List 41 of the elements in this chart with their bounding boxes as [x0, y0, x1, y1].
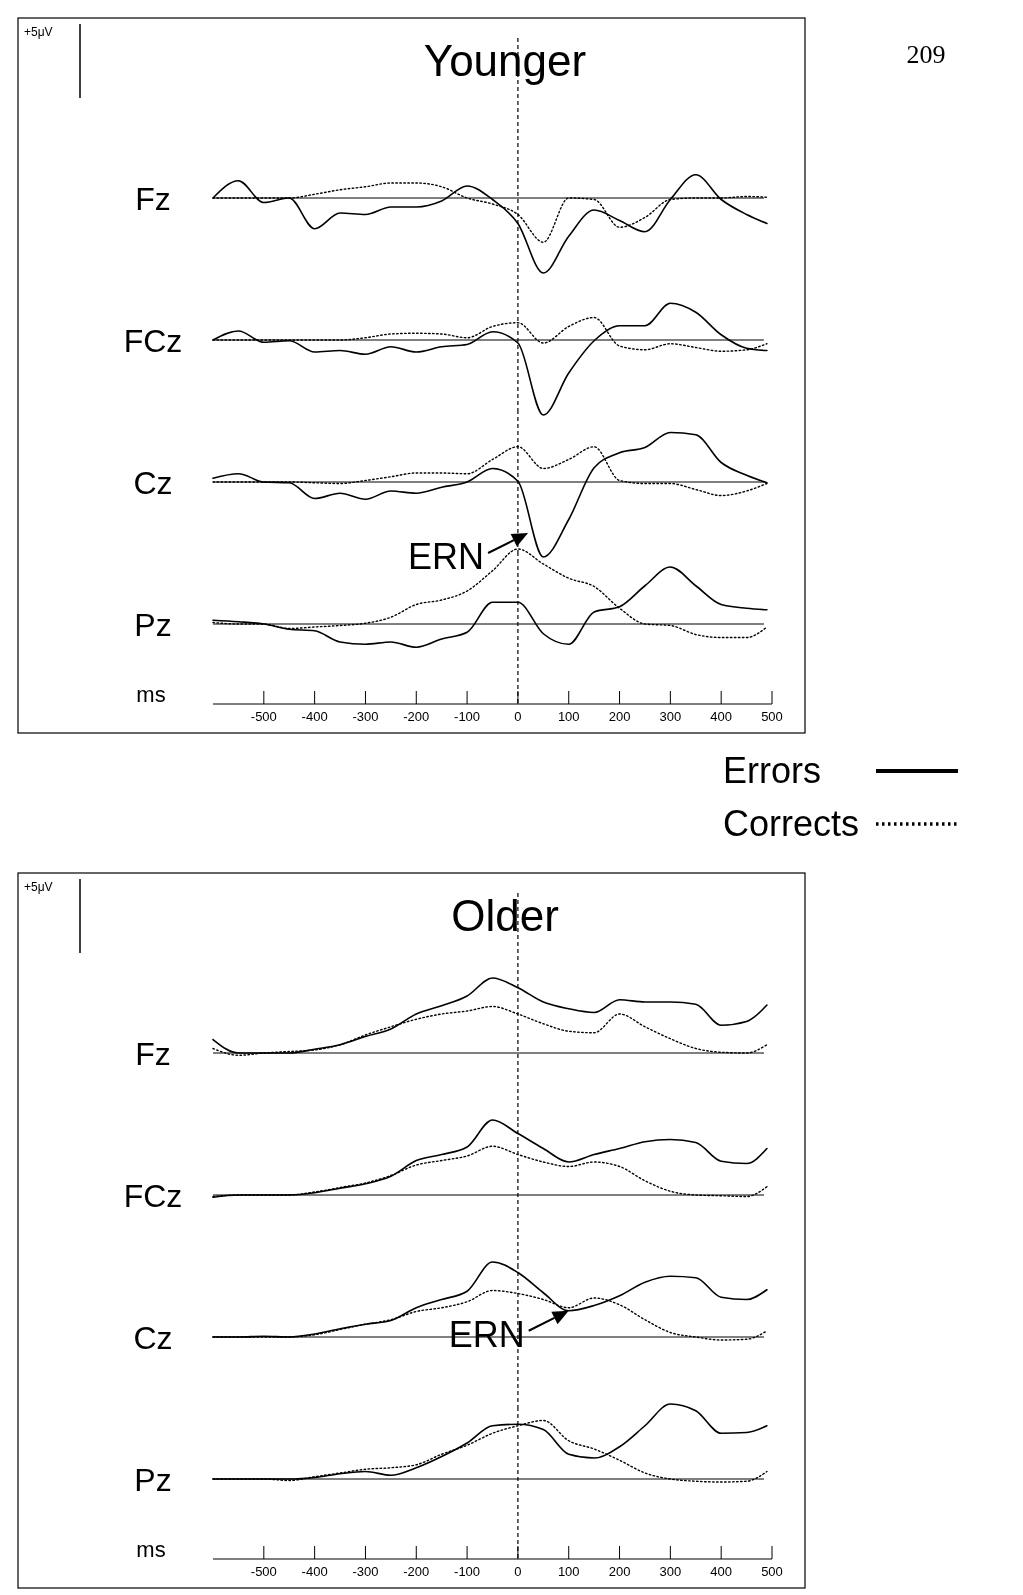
x-axis-title: ms: [136, 682, 166, 707]
y-axis-title: Cz: [133, 465, 173, 501]
x-tick-label: 500: [761, 709, 783, 724]
y-axis-title: FCz: [123, 1178, 183, 1214]
text: +5μV: [24, 880, 53, 894]
x-tick-label: 300: [659, 709, 682, 724]
y-axis-title: FCz: [123, 323, 183, 359]
legend-label: Corrects: [723, 803, 860, 844]
x-tick-label: -200: [403, 709, 430, 724]
x-tick-label: 200: [608, 1564, 631, 1579]
x-tick-label: -500: [250, 709, 277, 724]
x-tick-label: 100: [557, 1564, 580, 1579]
x-tick-label: -200: [403, 1564, 430, 1579]
annotation: ERN: [408, 536, 485, 577]
x-tick-label: -400: [301, 709, 328, 724]
x-tick-label: -400: [301, 1564, 328, 1579]
y-axis-title: Pz: [134, 1462, 172, 1498]
text: 209: [906, 40, 946, 69]
x-tick-label: -300: [352, 1564, 379, 1579]
y-axis-title: Fz: [135, 181, 171, 217]
x-tick-label: 500: [761, 1564, 783, 1579]
annotation: ERN: [448, 1313, 525, 1355]
x-tick-label: 100: [557, 709, 580, 724]
y-axis-title: Cz: [133, 1320, 173, 1356]
x-axis-title: ms: [136, 1537, 166, 1562]
x-tick-label: 400: [710, 709, 733, 724]
x-tick-label: -300: [352, 709, 379, 724]
x-tick-label: 400: [710, 1564, 733, 1579]
chart-title: Older: [451, 891, 559, 940]
x-tick-label: -100: [454, 709, 481, 724]
y-axis-title: Pz: [134, 607, 172, 643]
x-tick-label: -100: [454, 1564, 481, 1579]
text: +5μV: [24, 25, 53, 39]
y-axis-title: Fz: [135, 1036, 171, 1072]
chart-title: Younger: [423, 36, 587, 85]
x-tick-label: -500: [250, 1564, 277, 1579]
x-tick-label: 0: [514, 1564, 522, 1579]
x-tick-label: 200: [608, 709, 631, 724]
x-tick-label: 300: [659, 1564, 682, 1579]
legend-label: Errors: [723, 750, 821, 791]
x-tick-label: 0: [514, 709, 522, 724]
